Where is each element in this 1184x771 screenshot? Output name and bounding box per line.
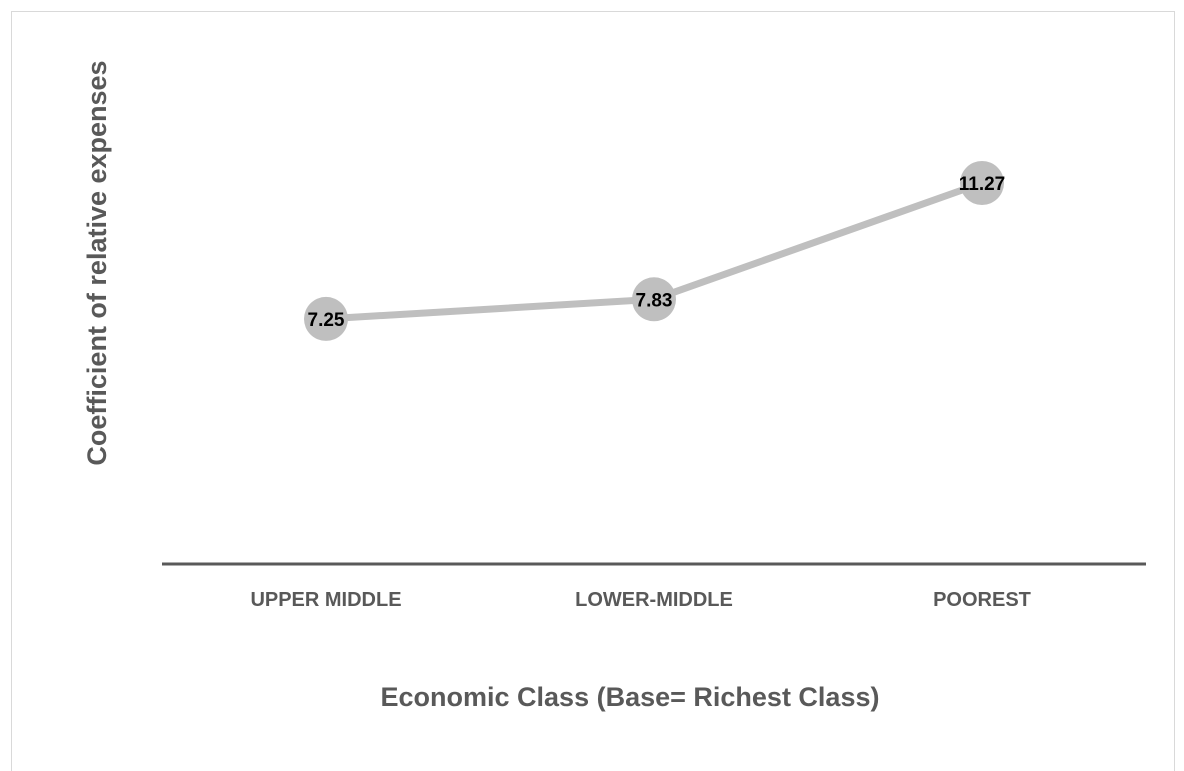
x-tick-label: UPPER MIDDLE [250,589,401,611]
data-point[interactable] [304,296,348,341]
chart-frame [11,11,1175,771]
x-tick-labels: UPPER MIDDLE LOWER-MIDDLE POOREST [250,589,1030,611]
data-label: 11.27 [959,174,1006,195]
x-axis-label: Economic Class (Base= Richest Class) [381,682,880,712]
y-axis-label: Coefficient of relative expenses [82,60,112,465]
data-label: 7.83 [636,290,673,311]
data-point[interactable] [632,277,676,322]
series-layer: 7.25 7.83 11.27 [304,161,1005,341]
x-tick-label: POOREST [933,589,1031,611]
data-point[interactable] [960,161,1004,206]
x-tick-label: LOWER-MIDDLE [575,589,733,611]
data-label: 7.25 [308,310,345,331]
